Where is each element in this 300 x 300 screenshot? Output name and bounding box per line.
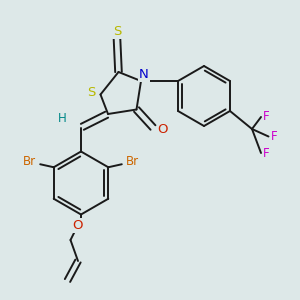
Text: N: N xyxy=(139,68,149,81)
Text: F: F xyxy=(263,110,270,123)
Text: O: O xyxy=(72,219,83,232)
Text: Br: Br xyxy=(126,155,139,168)
Text: O: O xyxy=(158,122,168,136)
Text: Br: Br xyxy=(23,155,36,168)
Text: S: S xyxy=(87,85,96,99)
Text: H: H xyxy=(58,112,67,125)
Text: F: F xyxy=(263,147,270,160)
Text: F: F xyxy=(271,130,278,143)
Text: S: S xyxy=(113,25,121,38)
